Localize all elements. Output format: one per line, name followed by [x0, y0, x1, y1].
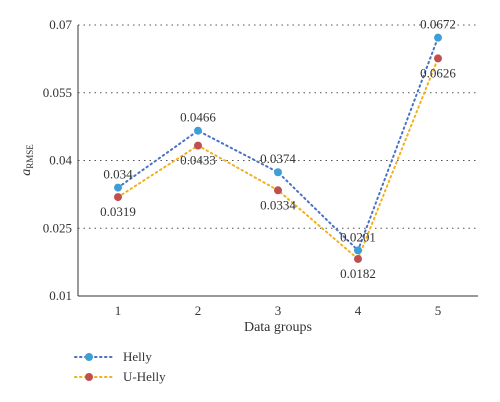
data-point — [194, 126, 202, 135]
data-label: 0.0334 — [260, 197, 296, 212]
y-axis-title-sub: RMSE — [25, 144, 35, 169]
y-axis-title-main: a — [19, 169, 34, 176]
y-axis-title: aRMSE — [19, 144, 35, 176]
data-point — [354, 254, 362, 263]
x-tick-label: 5 — [435, 303, 442, 318]
y-tick-label: 0.055 — [43, 85, 72, 100]
x-axis-title: Data groups — [244, 320, 312, 335]
legend-label: U-Helly — [123, 369, 166, 384]
data-label: 0.0319 — [100, 204, 136, 219]
y-tick-label: 0.01 — [49, 288, 72, 303]
data-label: 0.0374 — [260, 151, 296, 166]
data-point — [354, 246, 362, 255]
data-point — [434, 33, 442, 42]
data-point — [434, 54, 442, 63]
data-point — [274, 168, 282, 177]
y-tick-label: 0.07 — [49, 17, 72, 32]
legend-marker — [85, 373, 93, 381]
data-label: 0.0626 — [420, 65, 456, 80]
x-tick-label: 2 — [195, 303, 202, 318]
series-group — [114, 33, 442, 263]
grid-lines — [78, 24, 478, 229]
data-label: 0.0433 — [180, 153, 216, 168]
y-tick-label: 0.025 — [43, 220, 72, 235]
data-point — [194, 141, 202, 150]
axes — [77, 25, 478, 297]
y-tick-labels: 0.01 0.025 0.04 0.055 0.07 — [43, 17, 73, 303]
x-tick-label: 4 — [355, 303, 362, 318]
legend: Helly U-Helly — [74, 349, 166, 384]
data-label: 0.0201 — [340, 229, 376, 244]
data-labels: 0.034 0.0466 0.0374 0.0201 0.0672 0.0319 0.043… — [100, 17, 456, 281]
data-point — [274, 186, 282, 195]
x-tick-labels: 1 2 3 4 5 — [115, 303, 442, 318]
data-label: 0.0672 — [420, 17, 456, 32]
legend-label: Helly — [123, 349, 152, 364]
legend-marker — [85, 353, 93, 361]
data-label: 0.0466 — [180, 110, 216, 125]
series-line-0 — [117, 36, 439, 253]
x-tick-label: 1 — [115, 303, 122, 318]
data-point — [114, 193, 122, 202]
data-label: 0.034 — [103, 167, 133, 182]
y-tick-label: 0.04 — [49, 153, 72, 168]
x-tick-label: 3 — [275, 303, 282, 318]
svg-text:aRMSE: aRMSE — [19, 144, 35, 176]
data-label: 0.0182 — [340, 266, 376, 281]
data-point — [114, 183, 122, 192]
